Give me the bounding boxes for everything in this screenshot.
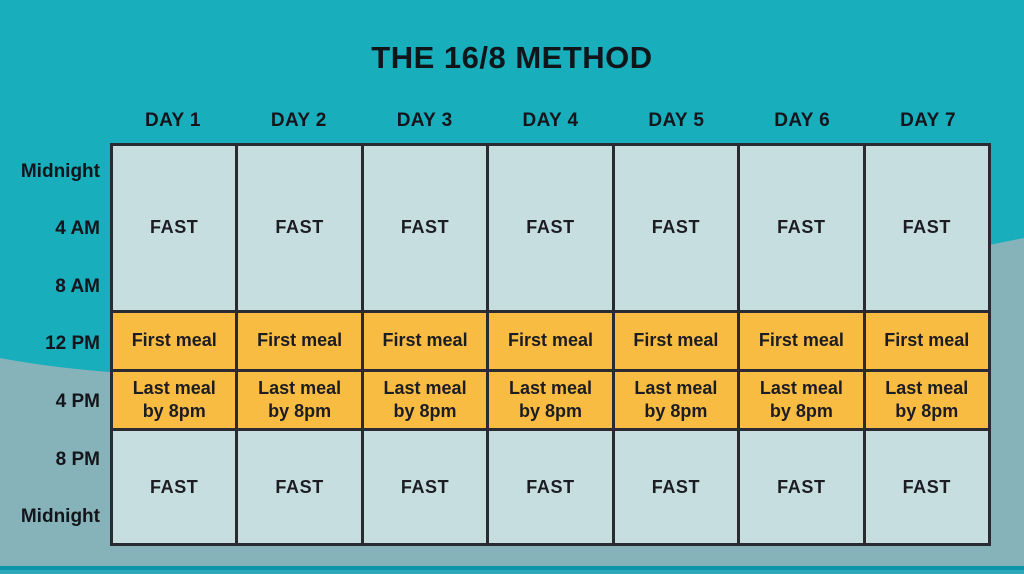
page-title: THE 16/8 METHOD <box>371 40 653 75</box>
cell-day3-first-meal: First meal <box>363 312 487 370</box>
cell-day5-first-meal: First meal <box>614 312 738 370</box>
day-header-2: DAY 2 <box>270 110 327 131</box>
time-label-midnight-bottom: Midnight <box>20 506 100 528</box>
day-header-6: DAY 6 <box>774 110 831 131</box>
day-header-1: DAY 1 <box>144 110 201 131</box>
cell-day1-fast-pm: FAST <box>113 431 236 543</box>
cell-day5-fast-pm: FAST <box>614 431 738 543</box>
time-label-8pm: 8 PM <box>55 448 100 470</box>
cell-day4-fast-pm: FAST <box>489 431 612 543</box>
cell-day3-last-meal: Last meal by 8pm <box>363 372 487 429</box>
cell-day2-last-meal: Last meal by 8pm <box>238 372 361 429</box>
cell-day7-first-meal: First meal <box>865 312 988 370</box>
cell-day1-last-meal: Last meal by 8pm <box>113 372 236 429</box>
time-label-12pm: 12 PM <box>45 333 100 355</box>
time-label-8am: 8 AM <box>55 275 100 297</box>
cell-day4-fast-am: FAST <box>489 146 612 310</box>
cell-day4-first-meal: First meal <box>489 312 612 370</box>
cell-day6-first-meal: First meal <box>740 312 863 370</box>
cell-day2-fast-pm: FAST <box>238 431 361 543</box>
time-label-4am: 4 AM <box>55 218 100 240</box>
cell-day3-fast-pm: FAST <box>363 431 487 543</box>
time-label-midnight-top: Midnight <box>20 160 100 182</box>
cell-day6-last-meal: Last meal by 8pm <box>740 372 863 429</box>
time-label-column: Midnight 4 AM 8 AM 12 PM 4 PM 8 PM Midni… <box>0 143 100 546</box>
day-header-5: DAY 5 <box>648 110 705 131</box>
day-header-4: DAY 4 <box>522 110 579 131</box>
day-header-3: DAY 3 <box>396 110 453 131</box>
cell-day3-fast-am: FAST <box>363 146 487 310</box>
day-header-7: DAY 7 <box>900 110 956 131</box>
time-label-4pm: 4 PM <box>55 391 100 413</box>
cell-day6-fast-pm: FAST <box>740 431 863 543</box>
cell-day5-fast-am: FAST <box>614 146 738 310</box>
bottom-accent-strip <box>0 570 1024 574</box>
day-header-row: DAY 1 DAY 2 DAY 3 DAY 4 DAY 5 DAY 6 DAY … <box>110 104 991 138</box>
cell-day7-fast-pm: FAST <box>865 431 988 543</box>
cell-day4-last-meal: Last meal by 8pm <box>489 372 612 429</box>
cell-day7-fast-am: FAST <box>865 146 988 310</box>
bottom-accent-line <box>0 566 1024 570</box>
cell-day1-first-meal: First meal <box>113 312 236 370</box>
cell-day2-first-meal: First meal <box>238 312 361 370</box>
cell-day6-fast-am: FAST <box>740 146 863 310</box>
schedule-table: FAST FAST FAST FAST FAST FAST FAST First… <box>110 143 991 546</box>
cell-day5-last-meal: Last meal by 8pm <box>614 372 738 429</box>
cell-day1-fast-am: FAST <box>113 146 236 310</box>
cell-day7-last-meal: Last meal by 8pm <box>865 372 988 429</box>
cell-day2-fast-am: FAST <box>238 146 361 310</box>
